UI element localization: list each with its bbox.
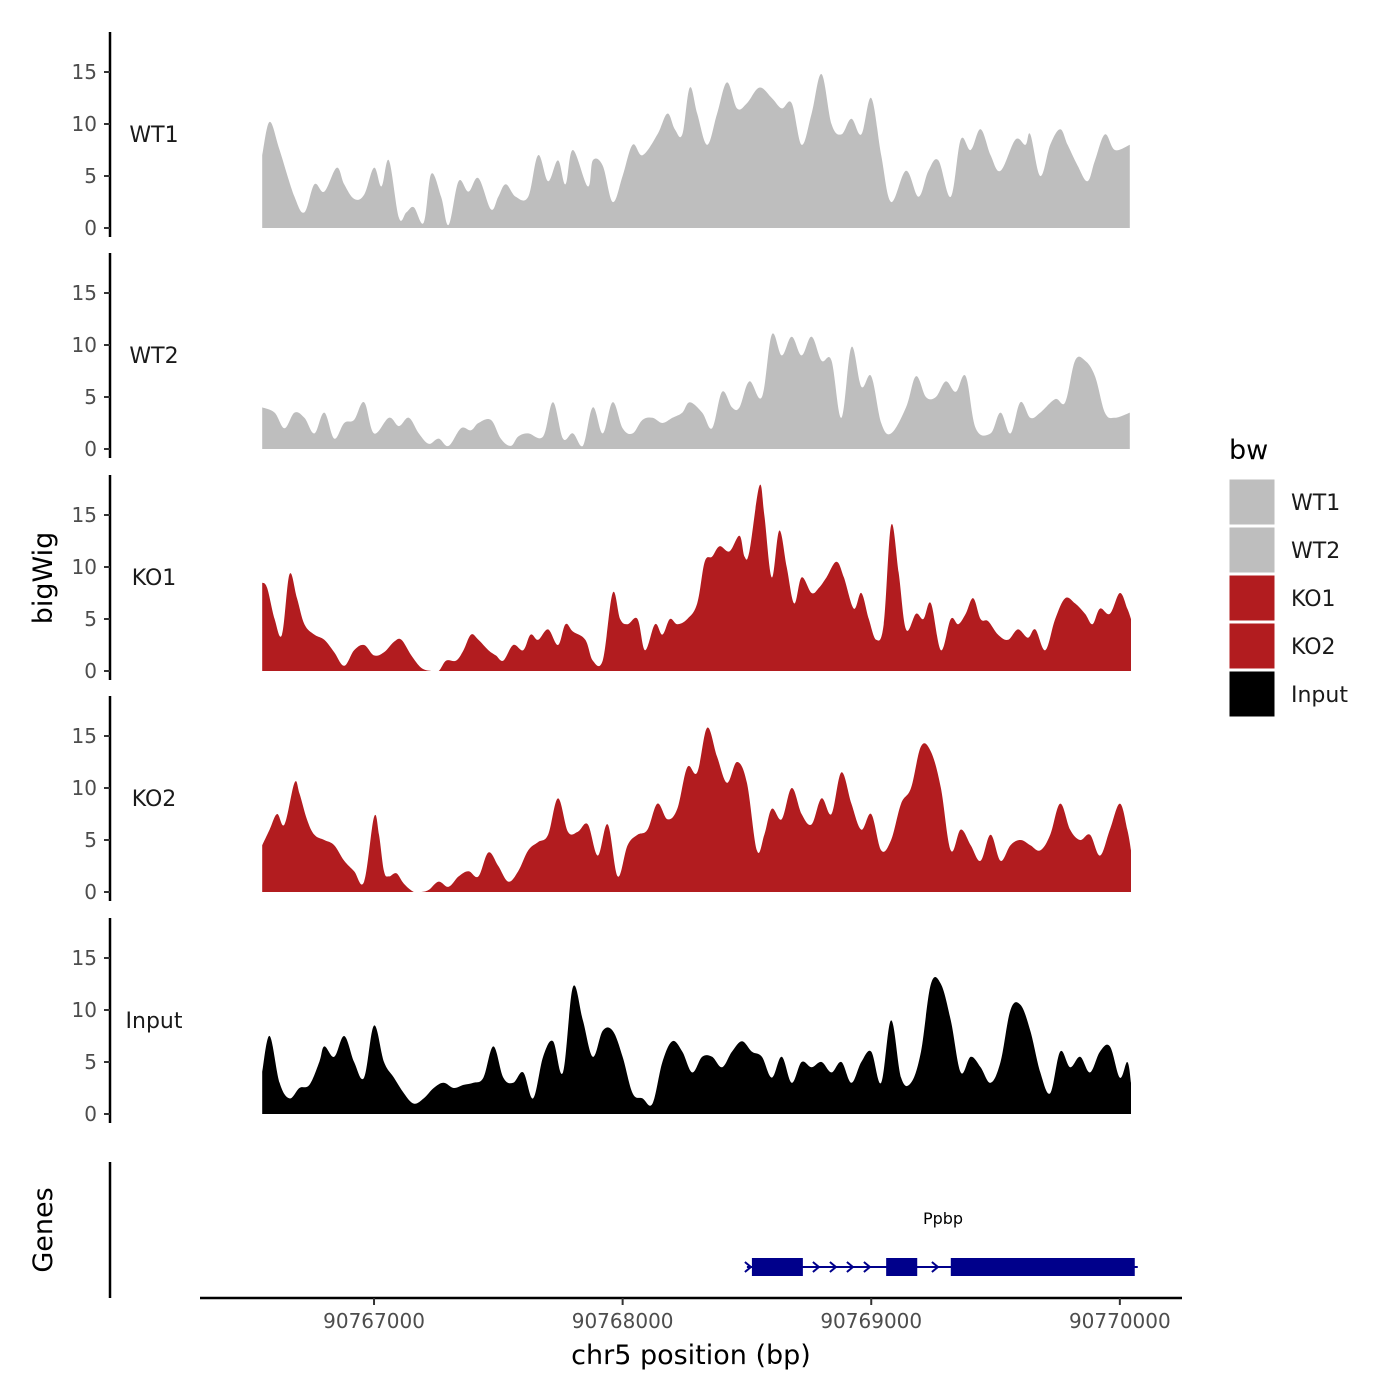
exon-3 (950, 1258, 1135, 1276)
exon-1 (751, 1258, 803, 1276)
y-tick-label-ko2-10: 10 (72, 776, 97, 800)
legend-item-ko2: KO2 (1228, 622, 1336, 670)
legend-label-wt2: WT2 (1291, 539, 1340, 564)
legend-title: bw (1229, 435, 1268, 466)
legend: bw WT1 WT2 KO1 KO2 Input (1228, 435, 1348, 718)
y-tick-label-wt1-10: 10 (72, 112, 97, 136)
x-tick-label-90767000: 90767000 (323, 1309, 425, 1333)
y-tick-label-ko2-5: 5 (84, 828, 97, 852)
y-axis-title: bigWig (28, 532, 59, 625)
area-input (262, 977, 1131, 1114)
exon-2 (886, 1258, 918, 1276)
y-tick-label-wt1-0: 0 (84, 216, 97, 240)
area-wt2 (262, 333, 1130, 449)
y-tick-label-wt2-0: 0 (84, 437, 97, 461)
x-tick-label-90769000: 90769000 (820, 1309, 922, 1333)
track-label-input: Input (126, 1009, 183, 1034)
y-tick-label-wt1-15: 15 (72, 60, 97, 84)
y-tick-label-ko2-0: 0 (84, 880, 97, 904)
track-label-ko2: KO2 (132, 787, 177, 812)
genes-title: Genes (28, 1187, 59, 1272)
y-tick-label-ko1-15: 15 (72, 503, 97, 527)
track-input: 0 5 10 15 Input (72, 918, 1131, 1126)
area-ko2 (262, 727, 1131, 892)
strand-arrow (812, 1261, 821, 1273)
track-label-wt2: WT2 (129, 344, 178, 369)
track-ko1: 0 5 10 15 KO1 (72, 475, 1131, 683)
y-tick-label-ko1-0: 0 (84, 659, 97, 683)
legend-label-ko1: KO1 (1291, 587, 1336, 612)
y-tick-label-wt1-5: 5 (84, 164, 97, 188)
y-tick-label-ko1-5: 5 (84, 607, 97, 631)
legend-swatch-wt2 (1228, 526, 1276, 574)
y-tick-label-wt2-10: 10 (72, 333, 97, 357)
y-tick-label-input-15: 15 (72, 946, 97, 970)
area-ko1 (262, 484, 1131, 671)
legend-swatch-input (1228, 670, 1276, 718)
legend-label-ko2: KO2 (1291, 635, 1336, 660)
y-tick-label-input-10: 10 (72, 998, 97, 1022)
x-tick-label-90770000: 90770000 (1069, 1309, 1171, 1333)
legend-label-input: Input (1291, 683, 1348, 708)
strand-arrow (744, 1261, 753, 1273)
y-tick-label-wt2-5: 5 (84, 385, 97, 409)
legend-swatch-ko2 (1228, 622, 1276, 670)
gene-panel: Genes Ppbp (28, 1162, 1138, 1298)
track-label-wt1: WT1 (129, 123, 178, 148)
y-tick-label-ko2-15: 15 (72, 724, 97, 748)
track-wt2: 0 5 10 15 WT2 (72, 253, 1130, 461)
track-ko2: 0 5 10 15 KO2 (72, 696, 1131, 904)
area-wt1 (262, 74, 1130, 228)
legend-label-wt1: WT1 (1291, 491, 1340, 516)
x-tick-label-90768000: 90768000 (572, 1309, 674, 1333)
x-axis: 90767000 90768000 90769000 90770000 (200, 1296, 1182, 1333)
y-tick-label-ko1-10: 10 (72, 555, 97, 579)
legend-swatch-wt1 (1228, 478, 1276, 526)
track-label-ko1: KO1 (132, 566, 177, 591)
y-tick-label-input-0: 0 (84, 1102, 97, 1126)
legend-item-wt2: WT2 (1228, 526, 1340, 574)
x-axis-title: chr5 position (bp) (571, 1340, 811, 1371)
gene-label-ppbp: Ppbp (923, 1209, 963, 1228)
legend-item-wt1: WT1 (1228, 478, 1340, 526)
track-wt1: 0 5 10 15 WT1 (72, 32, 1130, 240)
strand-arrow (829, 1261, 838, 1273)
legend-item-ko1: KO1 (1228, 574, 1336, 622)
tracks-group: 0 5 10 15 WT1 0 5 10 15 WT2 0 5 10 15 KO1 0 5 10 15 KO2 0 5 10… (72, 32, 1131, 1126)
gene-ppbp: Ppbp (744, 1209, 1138, 1276)
y-tick-label-input-5: 5 (84, 1050, 97, 1074)
strand-arrow (863, 1261, 872, 1273)
strand-arrow (846, 1261, 855, 1273)
legend-swatch-ko1 (1228, 574, 1276, 622)
y-tick-label-wt2-15: 15 (72, 281, 97, 305)
legend-item-input: Input (1228, 670, 1348, 718)
strand-arrow (931, 1261, 940, 1273)
